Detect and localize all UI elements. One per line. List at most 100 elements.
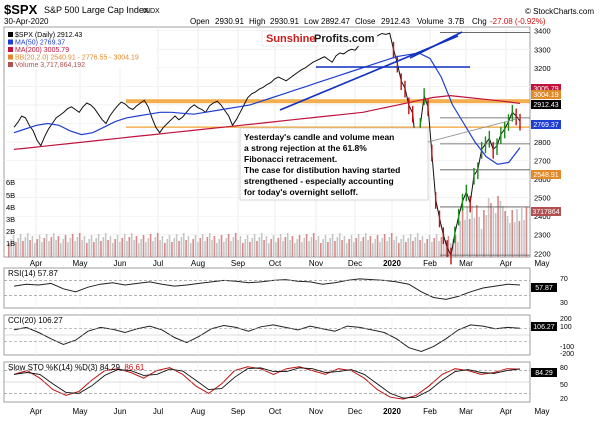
logo-part1: Sunshine xyxy=(266,33,316,45)
volume-bar xyxy=(258,237,261,257)
volume-bar xyxy=(442,233,445,257)
volume-bar xyxy=(102,237,105,257)
volume-bar xyxy=(194,235,197,257)
volume-bar xyxy=(346,243,348,257)
svg-text:84.29: 84.29 xyxy=(535,370,553,377)
copyright: © StockCharts.com xyxy=(525,7,594,16)
volume-bar xyxy=(381,238,384,257)
month-label: 2020 xyxy=(383,259,401,268)
volume-bars xyxy=(8,196,528,257)
volume-bar xyxy=(362,237,365,257)
volume-bar xyxy=(34,243,36,257)
volume-bar xyxy=(416,233,419,257)
volume-bar xyxy=(513,222,516,257)
volume-bar xyxy=(487,198,490,257)
ma50-line xyxy=(13,52,521,165)
price-tag-label: 2769.37 xyxy=(533,122,558,129)
sto-d-line xyxy=(13,367,521,399)
volume-bar xyxy=(43,238,46,257)
fibonacci-lines xyxy=(126,32,530,256)
volume-bar xyxy=(348,239,350,257)
price-tag-bg xyxy=(531,100,561,109)
volume-tick-label: 3B xyxy=(6,215,15,224)
volume-bar xyxy=(452,239,454,257)
volume-bar xyxy=(383,234,386,257)
volume-bar xyxy=(81,240,83,257)
volume-bar xyxy=(161,236,164,257)
month-label: May xyxy=(72,407,87,416)
volume-bar xyxy=(251,238,254,257)
volume-bar xyxy=(277,238,280,257)
indicator-tick-label: 200 xyxy=(560,316,572,323)
rsilayer-line xyxy=(13,278,521,300)
volume-tick-label: 6B xyxy=(6,178,15,187)
month-label: Apr xyxy=(500,259,513,268)
month-label: Oct xyxy=(269,259,282,268)
volume-bar xyxy=(31,236,34,257)
month-label: Apr xyxy=(30,407,43,416)
volume-bar xyxy=(284,237,287,257)
low-value: 2892.47 xyxy=(321,17,350,26)
chart-date: 30-Apr-2020 xyxy=(4,17,49,26)
volume-bar xyxy=(145,242,147,257)
volume-bar xyxy=(147,238,150,257)
month-label: Nov xyxy=(309,259,323,268)
volume-bar xyxy=(164,243,166,257)
price-tick-label: 2400 xyxy=(534,212,551,221)
volume-bar xyxy=(268,243,270,257)
volume-bar xyxy=(104,233,107,257)
symbol-description: S&P 500 Large Cap Index xyxy=(44,5,149,15)
volume-bar xyxy=(211,240,213,257)
volume-bar xyxy=(497,196,499,257)
volume-bar xyxy=(407,238,410,257)
svg-text:106.27: 106.27 xyxy=(533,324,555,331)
volume-bar xyxy=(275,242,277,257)
volume-bar xyxy=(459,221,462,257)
volume-bar xyxy=(294,243,296,257)
volume-bar xyxy=(208,233,211,257)
price-tick-label: 3400 xyxy=(534,27,551,36)
volume-bar xyxy=(185,240,187,257)
trend-lines xyxy=(279,31,470,111)
volume-bar xyxy=(523,220,525,257)
volume-bar xyxy=(301,242,303,257)
logo-part2: Profits.com xyxy=(314,33,375,45)
volume-bar xyxy=(367,240,369,257)
rsi-indicator xyxy=(4,278,530,300)
short-trend-line xyxy=(409,31,463,59)
legend-entry: $SPX (Daily) 2912.43 xyxy=(15,32,82,39)
volume-bar xyxy=(67,242,69,257)
volume-bar xyxy=(140,239,142,257)
volume-bar xyxy=(218,239,220,257)
volume-bar xyxy=(426,239,428,257)
volume-bar xyxy=(182,233,185,257)
legend-entry: BB(20,2.0) 2540.91 - 2776.55 - 3004.19 xyxy=(15,55,139,62)
volume-bar xyxy=(457,242,459,257)
month-label: Jun xyxy=(114,259,127,268)
cci-indicator xyxy=(4,324,530,353)
volume-bar xyxy=(282,241,284,257)
price-tag-label: 3005.79 xyxy=(533,86,558,93)
volume-bar xyxy=(483,210,485,257)
volume-bar xyxy=(478,217,480,257)
legend-entry: MA(50) 2769.37 xyxy=(15,40,65,47)
volume-bar xyxy=(376,235,379,257)
price-tick-label: 2700 xyxy=(534,157,551,166)
volume-bar xyxy=(230,241,232,257)
volume-bar xyxy=(312,233,315,257)
month-label: Jun xyxy=(114,407,127,416)
volume-bar xyxy=(152,241,154,257)
volume-bar xyxy=(445,240,447,257)
volume-bar xyxy=(41,242,43,257)
volume-bar xyxy=(355,238,358,257)
volume-bar xyxy=(390,233,393,257)
volume-bar xyxy=(317,236,320,257)
exchange: INDX xyxy=(143,8,160,15)
volume-bar xyxy=(494,213,497,257)
annotation-line-5: strengthened - especially accounting xyxy=(244,176,394,186)
month-label: May xyxy=(534,407,549,416)
month-axis-bottom: Apr May Jun Jul Aug Sep Oct Nov Dec 2020 Feb Mar Apr… xyxy=(30,407,550,416)
volume-bar xyxy=(38,235,41,257)
